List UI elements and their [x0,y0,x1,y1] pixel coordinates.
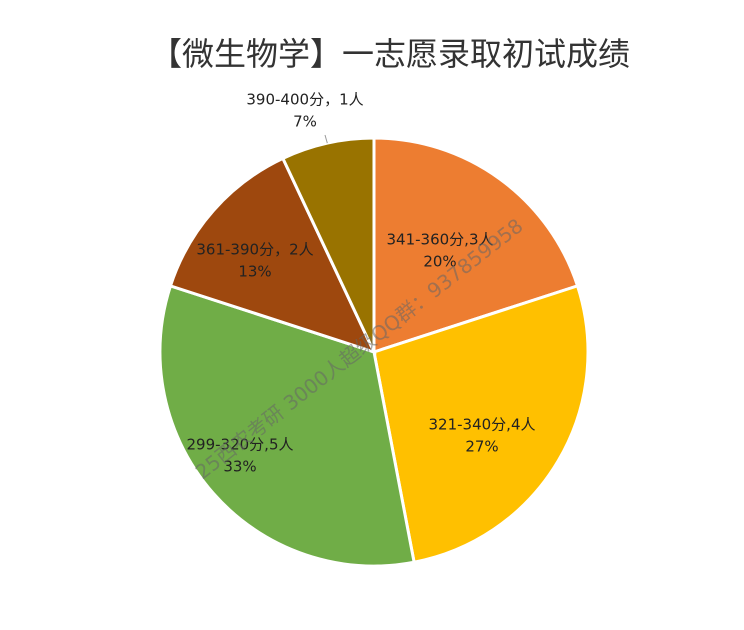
pie-slice [372,136,580,355]
slice-value-label: 13% [238,263,271,281]
slice-label: 361-390分，2人 [196,241,313,259]
leader-line [324,134,328,144]
slice-label: 321-340分,4人 [429,416,536,434]
pie-slice [372,283,590,564]
slice-value-label: 20% [423,253,456,271]
slice-label: 341-360分,3人 [387,231,494,249]
slice-label: 299-320分,5人 [187,436,294,454]
slice-value-label: 27% [465,438,498,456]
slice-value-label: 33% [223,458,256,476]
labels: 341-360分,3人 20% 321-340分,4人 27% 299-320分,5人 3… [187,91,536,476]
pie-slice [158,283,416,568]
pie [158,136,590,568]
slice-label: 390-400分，1人 [246,91,363,109]
pie-slice [168,156,377,355]
slice-value-label: 7% [293,113,317,131]
chart-title: 【微生物学】一志愿录取初试成绩 [150,35,630,73]
